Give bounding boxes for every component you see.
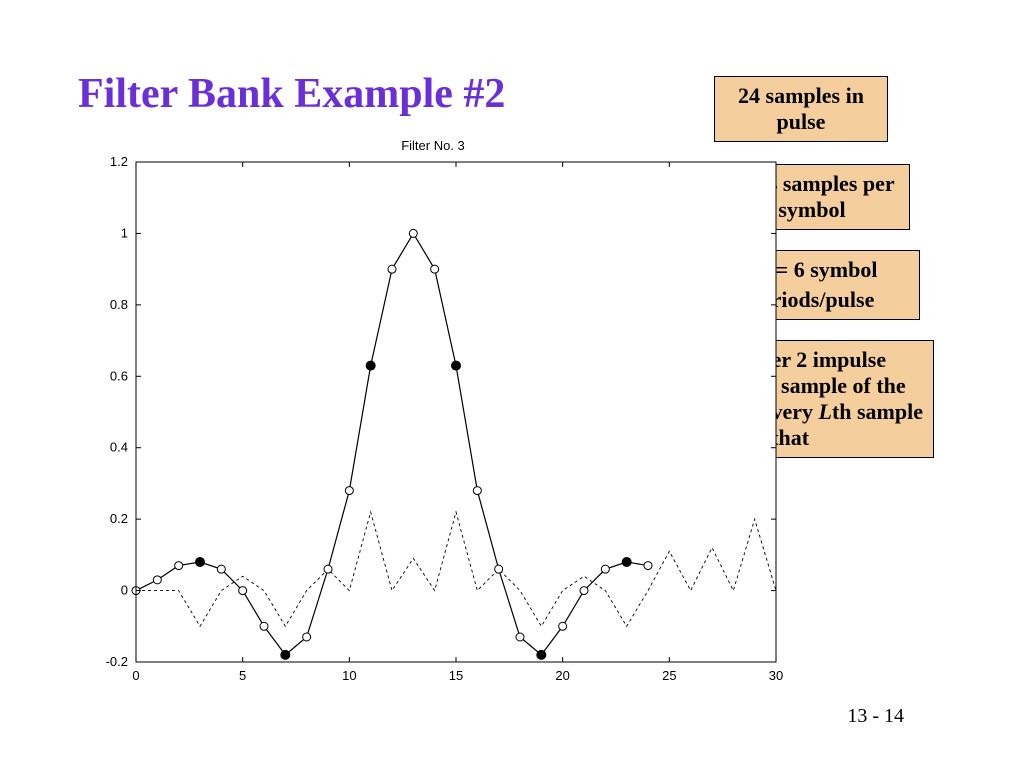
svg-text:20: 20 [555, 668, 569, 683]
page-number: 13 - 14 [847, 705, 904, 728]
svg-text:30: 30 [769, 668, 783, 683]
chart-container: Filter No. 3 051015202530-0.200.20.40.60… [78, 138, 788, 698]
callout-samples: 24 samples in pulse [714, 76, 888, 142]
page-title: Filter Bank Example #2 [78, 70, 505, 118]
svg-text:5: 5 [239, 668, 246, 683]
chart-title: Filter No. 3 [78, 138, 788, 153]
svg-text:15: 15 [449, 668, 463, 683]
svg-text:0.4: 0.4 [110, 440, 128, 455]
chart-svg: 0 5 10 15 20 25 30 -0.2 0 0.2 0.4 0.6 0.8 1 1.2 [78, 154, 788, 694]
svg-text:0.2: 0.2 [110, 511, 128, 526]
svg-text:1.2: 1.2 [110, 154, 128, 169]
svg-text:0: 0 [132, 668, 139, 683]
svg-text:0: 0 [121, 583, 128, 598]
svg-text:-0.2: -0.2 [106, 654, 128, 669]
svg-text:0.6: 0.6 [110, 368, 128, 383]
svg-text:0.8: 0.8 [110, 297, 128, 312]
svg-text:10: 10 [342, 668, 356, 683]
svg-text:1: 1 [121, 225, 128, 240]
svg-text:25: 25 [662, 668, 676, 683]
